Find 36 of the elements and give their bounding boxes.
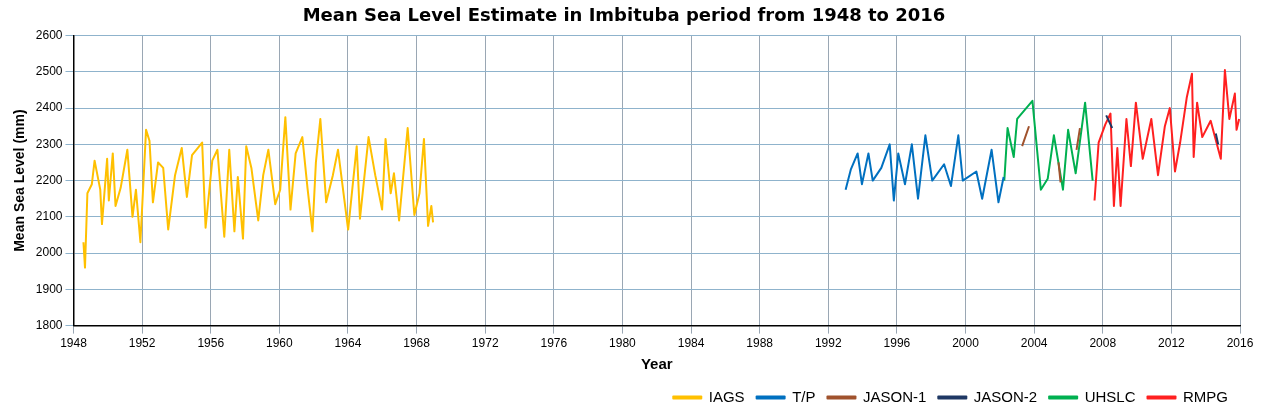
- y-tick-label: 1800: [35, 317, 63, 332]
- y-tick-label: 2600: [35, 27, 63, 42]
- x-tick-label: 1956: [197, 336, 225, 351]
- y-tick-label: 2500: [35, 64, 63, 79]
- x-tick-label: 1968: [403, 336, 431, 351]
- x-axis-title: Year: [640, 355, 673, 373]
- x-tick-label: 1948: [60, 336, 88, 351]
- x-tick-label: 2008: [1089, 336, 1117, 351]
- x-tick-label: 1976: [540, 336, 568, 351]
- y-tick-label: 2300: [35, 136, 63, 151]
- x-tick-label: 2016: [1226, 336, 1254, 351]
- legend-label: UHSLC: [1084, 387, 1136, 405]
- x-tick-label: 2004: [1020, 336, 1048, 351]
- x-tick-label: 2000: [952, 336, 980, 351]
- y-tick-label: 2400: [35, 100, 63, 115]
- x-tick-label: 2012: [1158, 336, 1186, 351]
- x-tick-label: 1952: [128, 336, 156, 351]
- x-tick-label: 1972: [471, 336, 499, 351]
- x-tick-label: 1980: [609, 336, 637, 351]
- y-tick-label: 2000: [35, 245, 63, 260]
- x-tick-label: 1996: [883, 336, 911, 351]
- x-tick-label: 1988: [746, 336, 774, 351]
- legend-label: T/P: [792, 387, 816, 405]
- x-tick-label: 1964: [334, 336, 362, 351]
- chart-title: Mean Sea Level Estimate in Imbituba period from 1948 to 2016: [302, 4, 946, 26]
- legend-label: JASON-1: [862, 387, 927, 405]
- legend-label: JASON-2: [973, 387, 1038, 405]
- y-tick-label: 2100: [35, 209, 63, 224]
- x-tick-label: 1992: [814, 336, 842, 351]
- x-tick-label: 1984: [677, 336, 705, 351]
- legend-label: RMPG: [1183, 387, 1228, 405]
- legend-label: IAGS: [708, 387, 745, 405]
- y-tick-label: 1900: [35, 281, 63, 296]
- y-axis-title: Mean Sea Level (mm): [11, 109, 28, 252]
- x-tick-label: 1960: [266, 336, 294, 351]
- y-tick-label: 2200: [35, 172, 63, 187]
